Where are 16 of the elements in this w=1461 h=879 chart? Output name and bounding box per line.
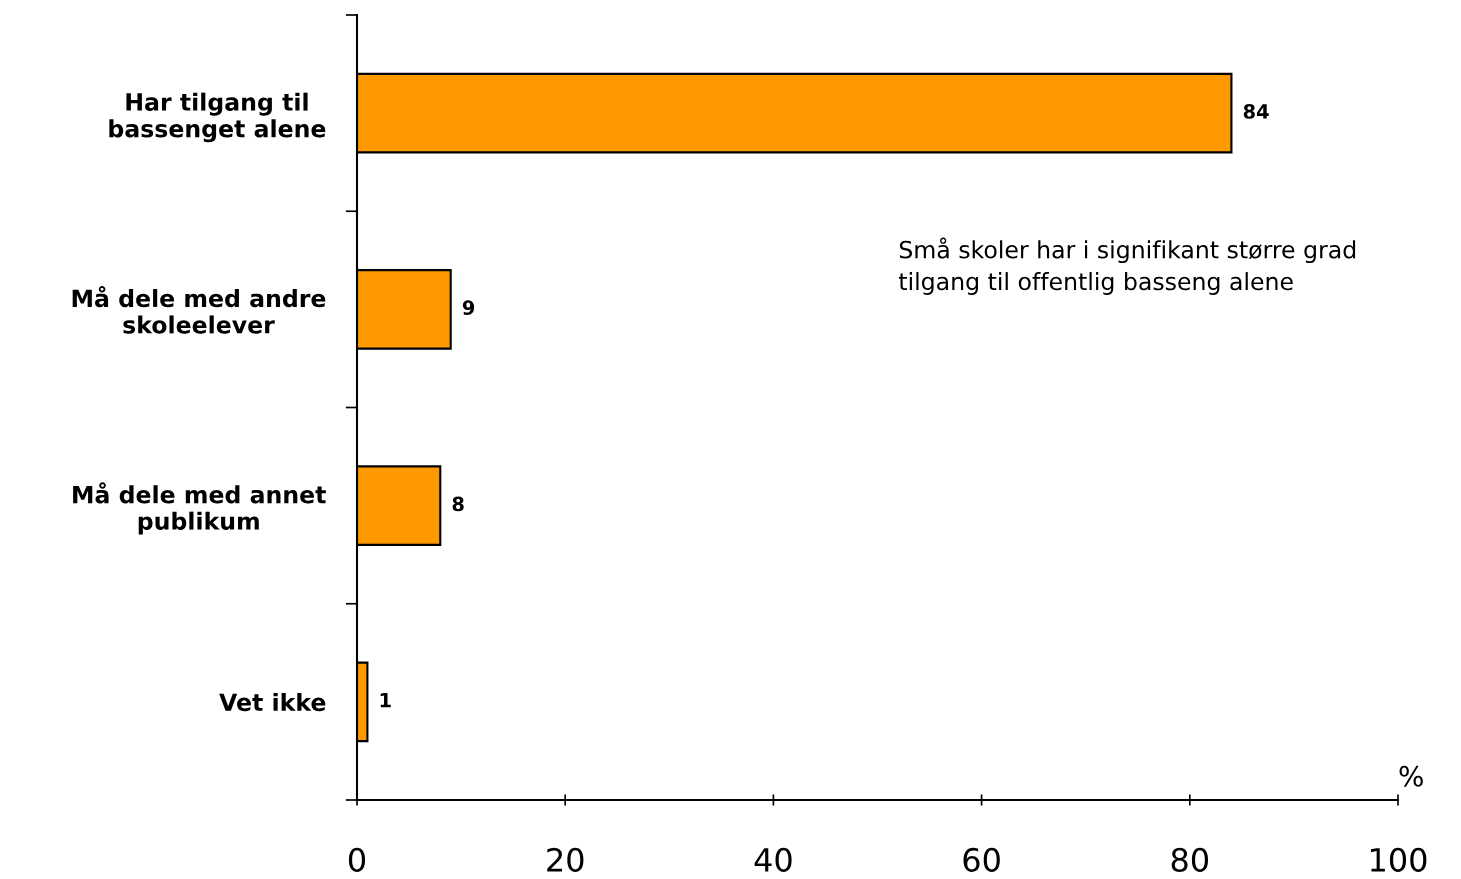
x-axis-title: %: [1399, 765, 1423, 787]
y-tick-label: Må dele med annet publikum: [73, 482, 326, 535]
x-tick-label: 100: [1371, 847, 1427, 872]
x-tick-label: 0: [348, 847, 366, 872]
y-tick-label: Må dele med andre skoleelever: [72, 285, 326, 334]
annotation: Små skoler har i signifikant større grad tilgang til offentlig basseng alene: [898, 237, 1356, 295]
y-tick-label: Har tilgang til bassenget alene: [109, 92, 326, 143]
data-label: 9: [462, 300, 475, 316]
data-label: 1: [380, 693, 391, 708]
x-tick-label: 60: [963, 847, 1000, 872]
x-tick-label: 80: [1171, 847, 1208, 872]
data-label: 84: [1243, 104, 1269, 119]
x-tick-label: 40: [754, 847, 792, 872]
data-label: 8: [452, 496, 464, 512]
x-tick-label: 20: [547, 847, 584, 872]
y-tick-label: Vet ikke: [219, 692, 326, 712]
